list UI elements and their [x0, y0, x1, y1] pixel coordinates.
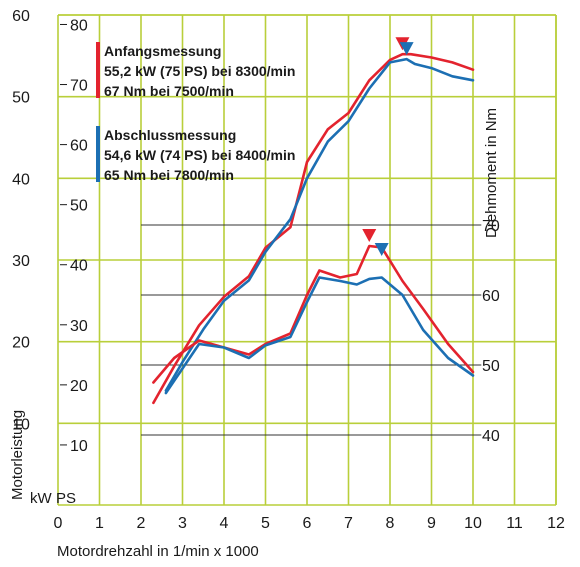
- x-tick-label: 3: [178, 515, 187, 532]
- curves: [152, 52, 475, 405]
- torque-gridlines: [141, 224, 482, 436]
- x-axis-label: Motordrehzahl in 1/min x 1000: [57, 543, 259, 560]
- x-tick-label: 4: [220, 515, 229, 532]
- x-tick-label: 6: [303, 515, 312, 532]
- legend-abschluss-title: Abschlussmessung: [104, 127, 236, 143]
- kw-tick-label: 60: [12, 8, 30, 25]
- kw-tick-label: 40: [12, 171, 30, 188]
- x-tick-label: 2: [137, 515, 146, 532]
- nm-tick-label: 60: [482, 288, 500, 305]
- nm-tick-label: 70: [482, 218, 500, 235]
- peak-markers: [362, 37, 414, 256]
- legend-swatch-abschluss: [96, 126, 100, 182]
- legend-anfang-title: Anfangsmessung: [104, 43, 221, 59]
- kw-tick-label: 30: [12, 253, 30, 270]
- ps-tick-label: 60: [70, 138, 88, 155]
- x-tick-label: 10: [464, 515, 482, 532]
- x-tick-label: 5: [261, 515, 270, 532]
- kw-tick-label: 10: [12, 416, 30, 433]
- nm-tick-label: 50: [482, 358, 500, 375]
- y-axis-label-left: Motorleistung: [9, 410, 26, 500]
- x-tick-label: 1: [95, 515, 104, 532]
- ps-tick-label: 40: [70, 258, 88, 275]
- ps-tick-label: 80: [70, 17, 88, 34]
- ps-tick-label: 10: [70, 438, 88, 455]
- ps-tick-label: 50: [70, 198, 88, 215]
- legend: Anfangsmessung 55,2 kW (75 PS) bei 8300/…: [96, 42, 295, 183]
- x-tick-label: 12: [547, 515, 565, 532]
- ps-tick-label: 70: [70, 78, 88, 95]
- nm-tick-label: 40: [482, 428, 500, 445]
- peak-marker: [362, 229, 377, 242]
- legend-anfang-torque: 67 Nm bei 7500/min: [104, 83, 234, 99]
- ps-tick-label: 20: [70, 378, 88, 395]
- x-tick-label: 7: [344, 515, 353, 532]
- x-tick-label: 11: [506, 515, 523, 532]
- peak-marker: [399, 42, 414, 56]
- unit-ps: PS: [56, 490, 76, 507]
- grid: [57, 14, 557, 506]
- x-tick-label: 8: [386, 515, 395, 532]
- legend-abschluss-power: 54,6 kW (74 PS) bei 8400/min: [104, 147, 295, 163]
- series-line: [164, 57, 475, 393]
- series-line: [152, 52, 475, 405]
- x-tick-label: 0: [54, 515, 63, 532]
- series-line: [152, 244, 475, 384]
- legend-anfang-power: 55,2 kW (75 PS) bei 8300/min: [104, 63, 295, 79]
- peak-marker: [374, 243, 389, 256]
- unit-kw: kW: [30, 490, 53, 507]
- series-line: [164, 276, 475, 395]
- kw-tick-label: 50: [12, 90, 30, 107]
- ps-tick-label: 30: [70, 318, 88, 335]
- legend-swatch-anfang: [96, 42, 100, 98]
- kw-tick-label: 20: [12, 335, 30, 352]
- legend-abschluss-torque: 65 Nm bei 7800/min: [104, 167, 234, 183]
- x-tick-label: 9: [427, 515, 436, 532]
- y-axis-label-right: Drehmoment in Nm: [483, 108, 500, 238]
- tick-labels: 0 1 2 3 4 5 6 7 8 9 10 11 12102030405060102030405060…: [12, 8, 565, 532]
